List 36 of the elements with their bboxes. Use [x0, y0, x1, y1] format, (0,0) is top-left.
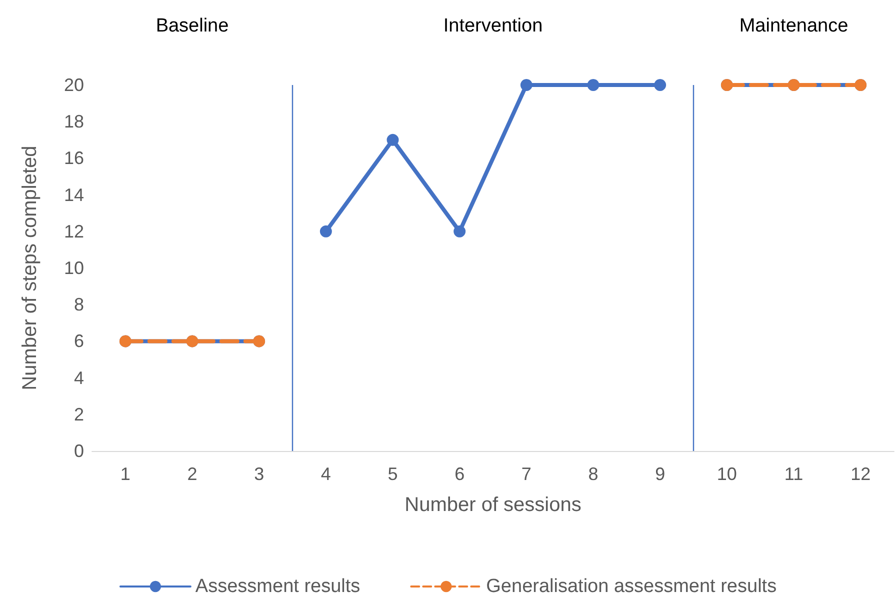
text: Maintenance [739, 16, 848, 36]
legend-label: Assessment results [195, 576, 360, 597]
x-tick-label: 8 [588, 464, 598, 484]
y-tick-label: 0 [74, 441, 84, 461]
y-tick-label: 12 [64, 221, 84, 242]
y-tick-label: 4 [74, 368, 84, 388]
x-tick-label: 12 [850, 464, 871, 484]
x-axis-title: Number of sessions [404, 494, 582, 516]
y-tick-label: 2 [74, 404, 84, 424]
y-tick-label: 16 [64, 148, 84, 168]
point [386, 134, 399, 146]
y-tick-label: 6 [74, 331, 84, 352]
x-tick-label: 4 [320, 464, 331, 484]
y-tick-label: 14 [64, 184, 84, 205]
point [587, 79, 600, 91]
x-tick-label: 11 [784, 464, 804, 484]
point [454, 225, 466, 238]
point [320, 225, 332, 238]
text: Baseline [156, 16, 229, 36]
y-tick-label: 18 [64, 112, 84, 132]
text: Intervention [443, 16, 543, 36]
y-tick-label: 8 [74, 294, 84, 315]
x-tick-label: 7 [521, 464, 532, 484]
x-tick-label: 10 [716, 464, 737, 484]
x-tick-label: 2 [187, 464, 198, 484]
y-tick-label: 10 [64, 258, 84, 278]
y-axis-title: Number of steps completed [19, 146, 41, 390]
y-tick-label: 20 [64, 75, 84, 95]
x-tick-label: 5 [388, 464, 398, 484]
point [654, 79, 666, 91]
x-tick-label: 3 [254, 464, 264, 484]
x-tick-label: 9 [655, 464, 666, 484]
legend-label: Generalisation assessment results [486, 576, 777, 597]
x-tick-label: 1 [120, 464, 130, 484]
point [520, 79, 532, 91]
x-tick-label: 6 [454, 464, 465, 484]
